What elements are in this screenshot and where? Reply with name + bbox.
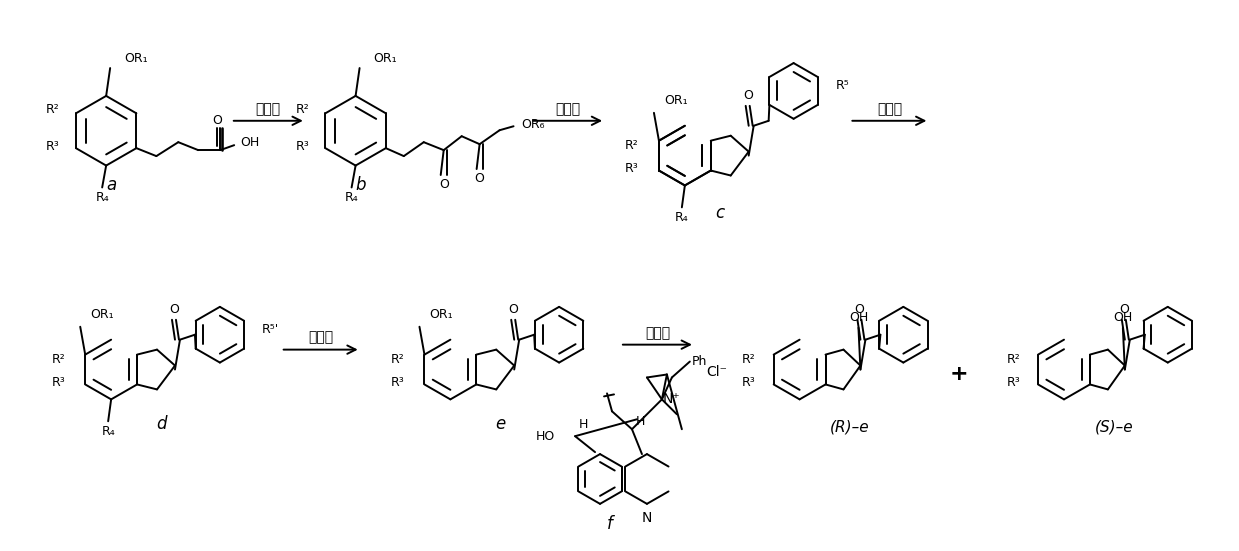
Text: R₄: R₄	[95, 191, 109, 204]
Text: e: e	[496, 415, 506, 433]
Text: 步骤五: 步骤五	[644, 326, 670, 340]
Text: N: N	[642, 511, 652, 525]
Text: OR₁: OR₁	[373, 52, 398, 64]
Text: OR₁: OR₁	[90, 309, 114, 321]
Text: OR₆: OR₆	[522, 118, 545, 131]
Text: R²: R²	[390, 353, 404, 366]
Text: a: a	[107, 176, 116, 195]
Text: (S)–e: (S)–e	[1094, 420, 1134, 435]
Text: c: c	[715, 204, 725, 222]
Text: 步骤一: 步骤一	[255, 102, 281, 116]
Text: R²: R²	[742, 353, 756, 366]
Text: H: H	[636, 415, 644, 428]
Text: R₄: R₄	[344, 191, 358, 204]
Text: R³: R³	[1006, 376, 1020, 389]
Text: O: O	[475, 172, 484, 186]
Text: R⁵: R⁵	[835, 79, 849, 93]
Text: R²: R²	[46, 103, 59, 116]
Text: OH: OH	[1113, 311, 1132, 325]
Text: (R)–e: (R)–e	[830, 420, 870, 435]
Text: d: d	[156, 415, 166, 433]
Text: O: O	[508, 304, 518, 316]
Text: OH: OH	[849, 311, 869, 325]
Text: R²: R²	[52, 353, 66, 366]
Text: 步骤三: 步骤三	[877, 102, 902, 116]
Text: H: H	[579, 418, 587, 431]
Text: R³: R³	[626, 162, 639, 175]
Text: 步骤四: 步骤四	[309, 331, 333, 345]
Text: O: O	[212, 114, 222, 127]
Text: R₄: R₄	[675, 211, 689, 224]
Text: R²: R²	[296, 103, 310, 116]
Text: R₄: R₄	[102, 425, 115, 437]
Text: OH: OH	[240, 136, 259, 149]
Text: R²: R²	[626, 139, 639, 152]
Text: R³: R³	[52, 376, 66, 389]
Text: R³: R³	[390, 376, 404, 389]
Text: O: O	[169, 304, 178, 316]
Text: OR₁: OR₁	[430, 309, 453, 321]
Text: OR₁: OR₁	[124, 52, 147, 64]
Text: R⁵': R⁵'	[261, 323, 279, 336]
Text: f: f	[607, 515, 613, 533]
Text: Ph: Ph	[693, 355, 707, 368]
Text: O: O	[1119, 304, 1129, 316]
Text: 步骤二: 步骤二	[555, 102, 580, 116]
Text: Cl⁻: Cl⁻	[706, 365, 727, 379]
Text: +: +	[950, 365, 969, 385]
Text: b: b	[356, 176, 366, 195]
Text: N⁺: N⁺	[663, 392, 680, 407]
Text: HO: HO	[536, 430, 555, 442]
Text: OR₁: OR₁	[664, 94, 688, 107]
Text: R³: R³	[296, 139, 310, 153]
Text: O: O	[439, 179, 449, 191]
Text: O: O	[855, 304, 865, 316]
Text: R²: R²	[1006, 353, 1020, 366]
Text: R³: R³	[742, 376, 756, 389]
Text: R³: R³	[46, 139, 59, 153]
Text: O: O	[742, 89, 752, 102]
